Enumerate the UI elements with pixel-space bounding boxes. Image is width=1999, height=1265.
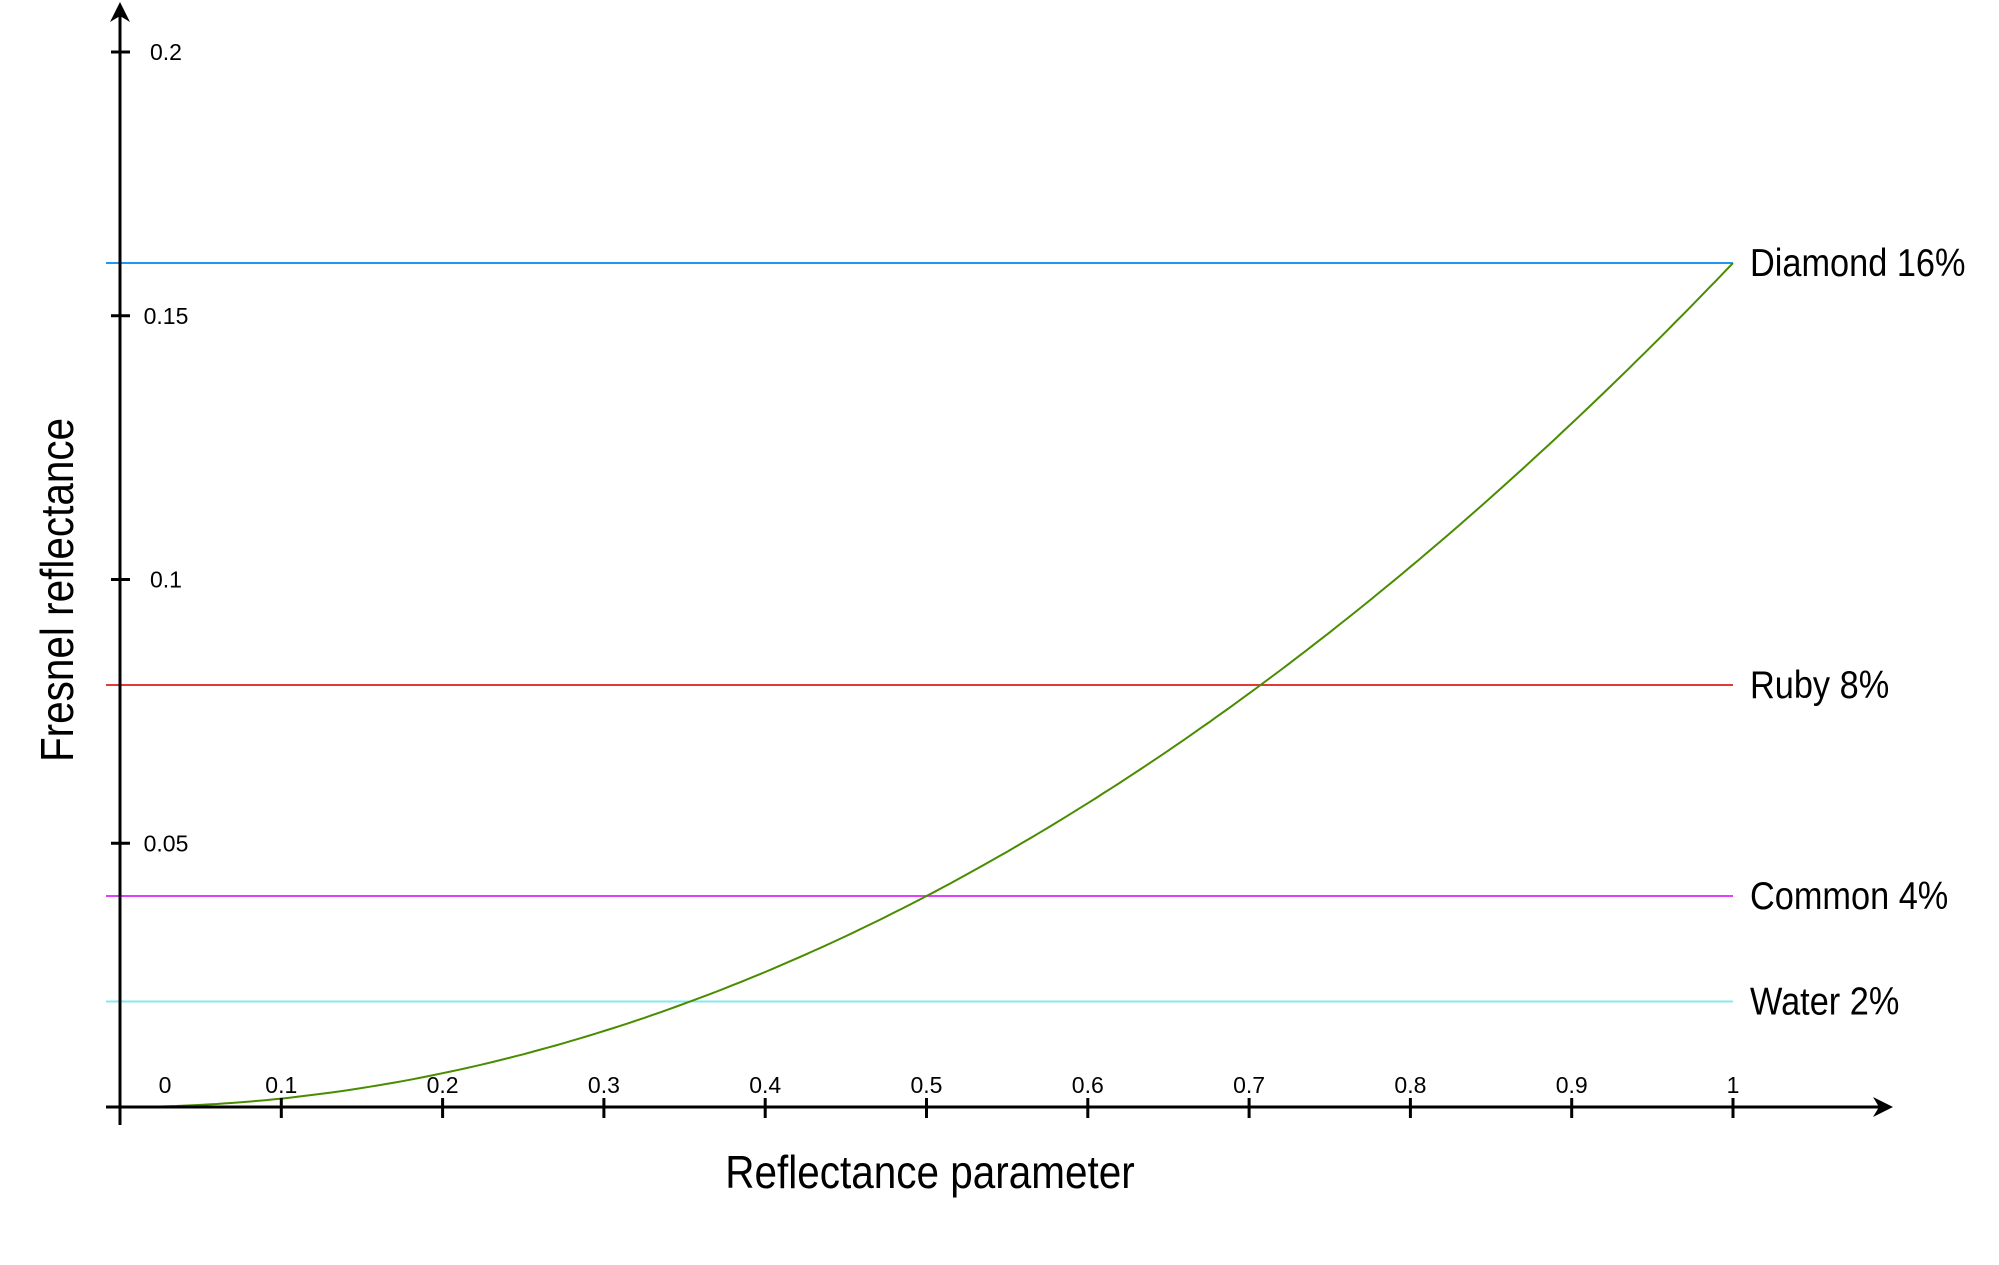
y-tick-label: 0.15 <box>144 303 189 329</box>
x-tick-label: 0.1 <box>265 1072 297 1098</box>
x-tick-label: 1 <box>1727 1072 1740 1098</box>
x-tick-label: 0.7 <box>1233 1072 1265 1098</box>
x-tick-label: 0 <box>159 1072 172 1098</box>
y-tick-label: 0.1 <box>150 567 182 593</box>
y-tick-label: 0.2 <box>150 39 182 65</box>
reference-label-0: Diamond 16% <box>1750 241 1965 285</box>
fresnel-curve <box>106 262 1734 1108</box>
reference-label-1: Ruby 8% <box>1750 663 1889 707</box>
y-axis-title: Fresnel reflectance <box>33 418 84 762</box>
reference-label-3: Water 2% <box>1750 979 1899 1023</box>
x-tick-label: 0.8 <box>1394 1072 1426 1098</box>
x-tick-label: 0.6 <box>1072 1072 1104 1098</box>
reference-label-2: Common 4% <box>1750 874 1948 918</box>
x-tick-label: 0.5 <box>911 1072 943 1098</box>
y-tick-label: 0.05 <box>144 830 189 856</box>
x-tick-label: 0.2 <box>427 1072 459 1098</box>
x-tick-label: 0.9 <box>1556 1072 1588 1098</box>
x-tick-label: 0.4 <box>749 1072 781 1098</box>
x-axis-arrow-icon <box>1873 1097 1893 1117</box>
x-tick-label: 0.3 <box>588 1072 620 1098</box>
y-axis-arrow-icon <box>110 2 130 22</box>
x-axis-title: Reflectance parameter <box>725 1148 1134 1199</box>
